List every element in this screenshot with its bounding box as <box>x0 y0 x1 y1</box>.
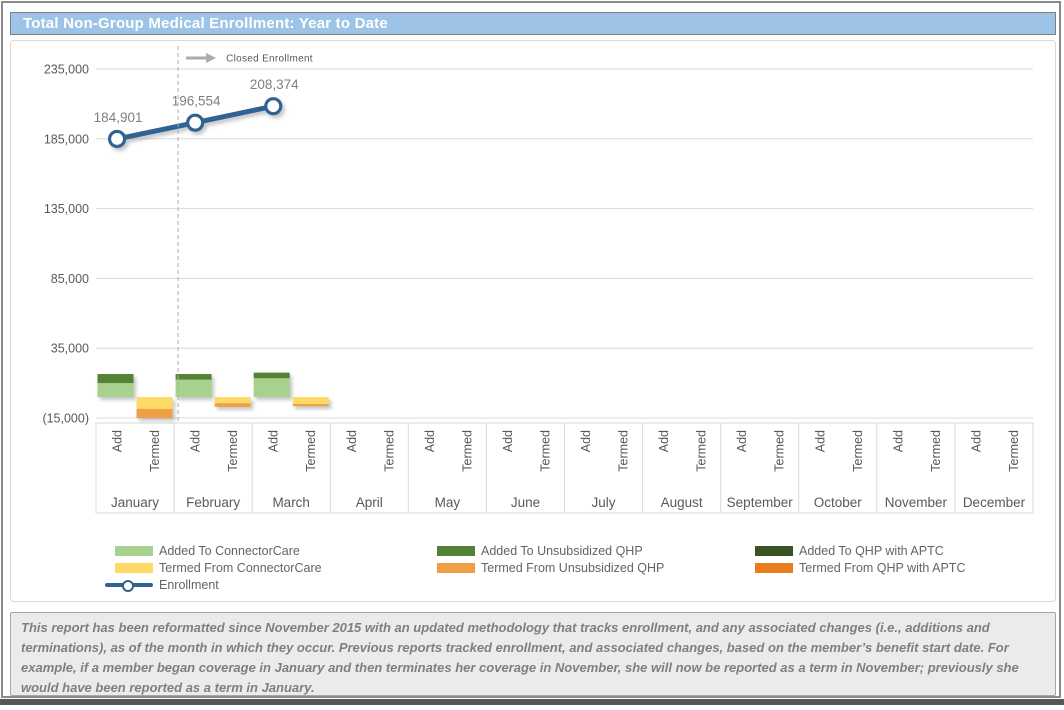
legend-label: Added To ConnectorCare <box>159 543 300 558</box>
column-label-add: Add <box>189 430 203 452</box>
column-label-add: Add <box>657 430 671 452</box>
month-label: September <box>727 495 794 510</box>
column-label-add: Add <box>423 430 437 452</box>
column-label-termed: Termed <box>617 430 631 472</box>
legend-item: Added To QHP with APTC <box>755 544 1055 558</box>
legend-swatch-icon <box>437 562 475 573</box>
bar-add-segment <box>253 378 290 398</box>
footnote-box: This report has been reformatted since N… <box>10 612 1056 696</box>
closed-enrollment-label: Closed Enrollment <box>226 54 313 65</box>
month-label: June <box>511 495 540 510</box>
bar-add-segment <box>253 372 290 379</box>
legend-item: Added To Unsubsidized QHP <box>437 544 755 558</box>
column-label-add: Add <box>579 430 593 452</box>
page-title: Total Non-Group Medical Enrollment: Year… <box>23 15 388 32</box>
column-label-add: Add <box>969 430 983 452</box>
column-label-termed: Termed <box>538 430 552 472</box>
column-label-termed: Termed <box>460 430 474 472</box>
bar-termed-segment <box>136 397 173 409</box>
month-label: May <box>435 495 461 510</box>
legend-label: Added To QHP with APTC <box>799 543 944 558</box>
column-label-termed: Termed <box>695 430 709 472</box>
month-label: December <box>963 495 1026 510</box>
bar-termed-segment <box>292 404 329 407</box>
bar-add-segment <box>97 374 134 384</box>
legend-swatch-icon <box>115 545 153 556</box>
enrollment-chart: 235,000 185,000 135,000 85,000 35,000 (15,000… <box>42 46 1034 514</box>
y-tick-label: 185,000 <box>44 132 89 146</box>
bar-termed-segment <box>136 408 173 418</box>
legend-swatch-icon <box>437 545 475 556</box>
bar-add-segment <box>175 379 212 398</box>
column-label-add: Add <box>501 430 515 452</box>
legend-item: Termed From ConnectorCare <box>115 561 437 575</box>
y-tick-label: 35,000 <box>51 342 89 356</box>
legend-label: Termed From QHP with APTC <box>799 560 966 575</box>
category-axis: January Add Termed February Add Termed March Ad… <box>95 422 1034 514</box>
report-title-bar: Total Non-Group Medical Enrollment: Year… <box>10 12 1056 35</box>
column-label-add: Add <box>111 430 125 452</box>
closed-enrollment-annotation: Closed Enrollment <box>177 46 313 421</box>
column-label-termed: Termed <box>148 430 162 472</box>
month-label: April <box>356 495 383 510</box>
gridlines: 235,000 185,000 135,000 85,000 35,000 (15,000… <box>42 63 1033 426</box>
enrollment-data-label: 208,374 <box>250 77 299 92</box>
month-label: March <box>272 495 310 510</box>
column-label-termed: Termed <box>929 430 943 472</box>
month-label: February <box>186 495 240 510</box>
arrow-head-icon <box>206 53 217 63</box>
month-label: January <box>111 495 159 510</box>
legend-label: Enrollment <box>159 577 219 592</box>
enrollment-point <box>264 97 283 116</box>
y-tick-label: (15,000) <box>42 412 89 426</box>
y-tick-label: 85,000 <box>51 272 89 286</box>
column-label-termed: Termed <box>226 430 240 472</box>
chart-container: 235,000 185,000 135,000 85,000 35,000 (15,000… <box>10 40 1056 602</box>
legend-item: Termed From Unsubsidized QHP <box>437 561 755 575</box>
chart-legend: Added To ConnectorCare Termed From Connec… <box>105 542 1055 593</box>
column-label-add: Add <box>735 430 749 452</box>
column-label-add: Add <box>345 430 359 452</box>
month-label: November <box>885 495 948 510</box>
enrollment-data-label: 184,901 <box>94 110 143 125</box>
y-tick-label: 135,000 <box>44 202 89 216</box>
enrollment-line-swatch-icon <box>105 579 153 592</box>
bar-termed-segment <box>214 403 251 407</box>
month-label: August <box>661 495 703 510</box>
legend-item: Added To ConnectorCare <box>115 544 437 558</box>
y-tick-label: 235,000 <box>44 63 89 77</box>
legend-swatch-icon <box>755 545 793 556</box>
month-label: October <box>814 495 863 510</box>
bar-series <box>97 372 329 418</box>
legend-swatch-icon <box>755 562 793 573</box>
enrollment-point <box>186 113 205 132</box>
legend-label: Termed From ConnectorCare <box>159 560 322 575</box>
bar-termed-segment <box>292 397 329 405</box>
legend-swatch-icon <box>115 562 153 573</box>
bar-add-segment <box>97 383 134 398</box>
enrollment-data-label: 196,554 <box>172 94 221 109</box>
month-label: July <box>592 495 616 510</box>
bar-termed-segment <box>214 397 251 404</box>
bar-add-segment <box>175 374 212 380</box>
column-label-add: Add <box>891 430 905 452</box>
enrollment-line: 184,901 196,554 208,374 <box>94 77 299 149</box>
column-label-termed: Termed <box>773 430 787 472</box>
column-label-add: Add <box>813 430 827 452</box>
legend-item: Enrollment <box>105 577 437 592</box>
enrollment-point <box>107 129 127 149</box>
column-label-termed: Termed <box>382 430 396 472</box>
column-label-termed: Termed <box>1007 430 1021 472</box>
legend-label: Added To Unsubsidized QHP <box>481 543 643 558</box>
column-label-add: Add <box>267 430 281 452</box>
column-label-termed: Termed <box>851 430 865 472</box>
next-section-divider-bar <box>0 699 1064 705</box>
legend-label: Termed From Unsubsidized QHP <box>481 560 665 575</box>
footnote-text: This report has been reformatted since N… <box>21 620 1019 695</box>
legend-item: Termed From QHP with APTC <box>755 561 1055 575</box>
column-label-termed: Termed <box>304 430 318 472</box>
